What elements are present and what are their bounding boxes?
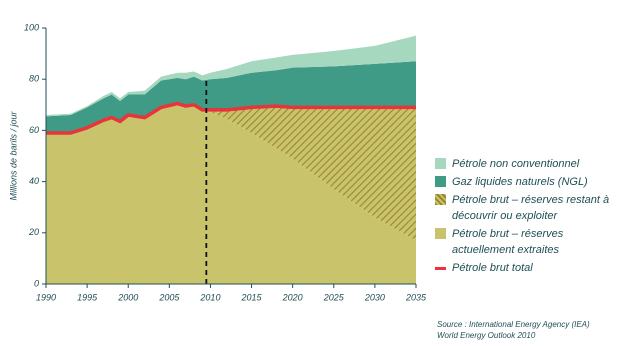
- legend-item: Pétrole non conventionnel: [435, 156, 620, 172]
- y-tick-label: 80: [29, 74, 39, 84]
- y-tick-label: 100: [24, 22, 39, 32]
- y-axis-label: Millions de barils / jour: [8, 110, 18, 200]
- x-tick-label: 1995: [77, 292, 98, 302]
- y-tick-label: 20: [28, 227, 39, 237]
- y-tick-label: 40: [29, 176, 39, 186]
- x-tick-label: 2035: [405, 292, 427, 302]
- legend-item: Pétrole brut total: [435, 260, 620, 276]
- x-tick-label: 2005: [158, 292, 180, 302]
- source-line: Source : International Energy Agency (IE…: [437, 320, 590, 329]
- x-tick-label: 1990: [36, 292, 56, 302]
- legend-label: Pétrole non conventionnel: [452, 158, 580, 170]
- legend-swatch: [435, 194, 446, 205]
- source-line: World Energy Outlook 2010: [437, 331, 536, 340]
- legend-swatch: [435, 228, 446, 239]
- x-tick-label: 2030: [364, 292, 385, 302]
- y-tick-label: 0: [34, 278, 39, 288]
- total-line: [46, 101, 416, 135]
- legend-label: Pétrole brut total: [452, 262, 533, 274]
- legend-item: Pétrole brut – réserves restant à découv…: [435, 192, 620, 224]
- area: [46, 103, 416, 285]
- y-tick-label: 60: [29, 125, 39, 135]
- legend-label: Gaz liquides naturels (NGL): [452, 176, 588, 188]
- legend-label: Pétrole brut – réserves actuellement ext…: [452, 228, 564, 256]
- x-tick-label: 2010: [199, 292, 220, 302]
- x-tick-label: 2020: [282, 292, 303, 302]
- legend-label: Pétrole brut – réserves restant à découv…: [452, 194, 610, 222]
- x-tick-label: 2015: [241, 292, 263, 302]
- legend-swatch: [435, 267, 446, 270]
- area: [46, 103, 416, 241]
- legend: Pétrole non conventionnel Gaz liquides na…: [435, 156, 620, 278]
- legend-swatch: [435, 158, 446, 169]
- area: [46, 35, 416, 117]
- x-tick-label: 2000: [117, 292, 138, 302]
- legend-item: Pétrole brut – réserves actuellement ext…: [435, 226, 620, 258]
- legend-swatch: [435, 176, 446, 187]
- source: Source : International Energy Agency (IE…: [437, 319, 590, 341]
- legend-item: Gaz liquides naturels (NGL): [435, 174, 620, 190]
- x-tick-label: 2025: [323, 292, 345, 302]
